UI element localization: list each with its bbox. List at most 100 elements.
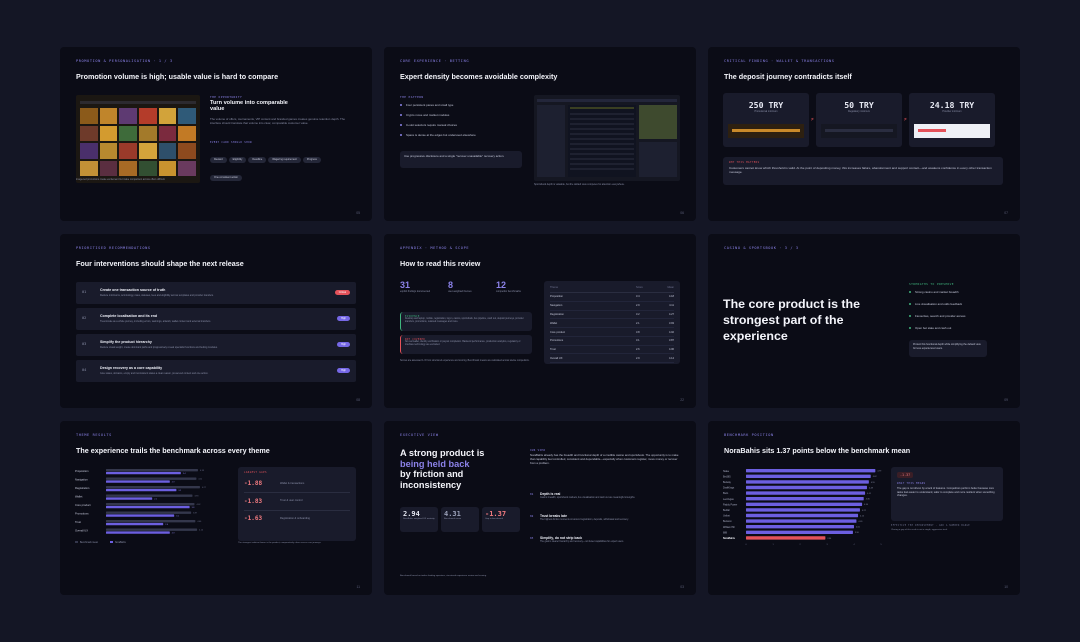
slide-core-product[interactable]: CASINO & SPORTSBOOK · 3 / 3 The core pro… bbox=[708, 234, 1020, 408]
norabahis-bar bbox=[106, 514, 175, 517]
bar-value-label: 4.55 bbox=[871, 482, 876, 484]
slide-title: The experience trails the benchmark acro… bbox=[76, 446, 270, 455]
slide-kicker: PROMOTION & PERSONALISATION · 1 / 3 bbox=[76, 59, 173, 63]
bar-value-label: 4.27 bbox=[202, 487, 207, 489]
competitor-bar bbox=[746, 502, 863, 506]
page-number: 03 bbox=[680, 585, 684, 589]
category-label: William Hill bbox=[723, 526, 735, 529]
amount-card: 50 TRY Regulatory minimum bbox=[816, 93, 902, 147]
strength-item: Open bet state and cash out bbox=[909, 326, 1009, 330]
amount-card: 250 TRY Promotional minimum bbox=[723, 93, 809, 147]
page-number: 22 bbox=[680, 398, 684, 402]
category-label: LeoVegas bbox=[723, 498, 734, 501]
slide-headline: A strong product is being held back by f… bbox=[400, 448, 485, 490]
axis-tick-label: 1 bbox=[772, 544, 774, 546]
slide-expert-density[interactable]: CORE EXPERIENCE · BETTING Expert density… bbox=[384, 47, 696, 221]
point-title: Depth is real bbox=[540, 492, 561, 496]
table-cell: 4.11 bbox=[669, 304, 674, 308]
not-covered-box: NOT COVERED No real wallet, identity ver… bbox=[400, 335, 532, 354]
bar-value-label: 4.09 bbox=[858, 521, 863, 523]
legend-label: NoraBahis bbox=[115, 541, 127, 544]
page-number: 09 bbox=[1004, 398, 1008, 402]
recommendation-card[interactable]: 01 Create one transaction source of truth… bbox=[76, 282, 356, 304]
table-header: Theme Score Mean bbox=[550, 286, 674, 293]
pill: Wagering requirement bbox=[268, 156, 301, 163]
benchmark-bar bbox=[106, 477, 197, 480]
table-cell: Core product bbox=[550, 330, 565, 334]
slide-title: Four interventions should shape the next… bbox=[76, 259, 244, 268]
slide-deposit-journey[interactable]: CRITICAL FINDING · WALLET & TRANSACTIONS… bbox=[708, 47, 1020, 221]
recommendation-card[interactable]: 04 Design recovery as a core capability Gi… bbox=[76, 360, 356, 382]
priority-tag: Critical bbox=[334, 290, 350, 295]
category-label: Trust bbox=[75, 520, 81, 524]
screenshot-caption: Sportsbook depth is valuable, but the de… bbox=[534, 183, 625, 186]
category-label: Stake bbox=[723, 470, 730, 473]
table-row: Wallet 2.1 3.93 bbox=[550, 319, 674, 329]
bar-value-label: 4.06 bbox=[197, 521, 202, 523]
recommendation-number: 01 bbox=[82, 290, 87, 294]
category-label: Proposition bbox=[75, 469, 89, 473]
table-cell: Overall UX bbox=[550, 356, 563, 360]
competitor-bar bbox=[746, 525, 854, 529]
slide-kicker: EXECUTIVE VIEW bbox=[400, 433, 439, 437]
bar-value-label: 4.48 bbox=[869, 487, 874, 489]
norabahis-bar bbox=[106, 480, 170, 483]
table-cell: 4.06 bbox=[668, 348, 674, 352]
table-cell: Proposition bbox=[550, 295, 563, 299]
table-cell: 3.2 bbox=[636, 312, 640, 316]
slide-benchmark-position[interactable]: BENCHMARK POSITION NoraBahis sits 1.37 p… bbox=[708, 421, 1020, 595]
point-desc: Casino breadth, sportsbook markets, live… bbox=[540, 497, 636, 499]
bar-value-label: 4.22 bbox=[862, 510, 867, 512]
benchmark-bar bbox=[106, 528, 198, 531]
competitor-bar bbox=[746, 519, 857, 523]
table-cell: 4.02 bbox=[668, 330, 674, 334]
bar-value-label: 3.8 bbox=[192, 507, 196, 509]
benchmark-bar bbox=[106, 511, 192, 514]
recommendation-title: Design recovery as a core capability bbox=[100, 366, 163, 370]
footnote: Scores are assessed 1–5 from structured … bbox=[400, 360, 530, 362]
bar-value-label: 4.14 bbox=[199, 530, 204, 532]
axis-tick-label: 3 bbox=[826, 544, 828, 546]
category-label: NoraBahis bbox=[723, 537, 736, 540]
slide-method-scope[interactable]: APPENDIX · METHOD & SCOPE How to read th… bbox=[384, 234, 696, 408]
bar-value-label: 3.1 bbox=[176, 516, 180, 518]
amount-label: Provider minimum bbox=[942, 110, 962, 113]
table-row: Promotions 3.1 3.87 bbox=[550, 337, 674, 346]
table-cell: Registration bbox=[550, 312, 564, 316]
slide-executive-view[interactable]: EXECUTIVE VIEW A strong product is being… bbox=[384, 421, 696, 595]
amount-label: Promotional minimum bbox=[754, 110, 778, 113]
benchmark-bar bbox=[106, 494, 193, 497]
slide-theme-results[interactable]: THEME RESULTS The experience trails the … bbox=[60, 421, 372, 595]
recommendation-card[interactable]: 03 Simplify the product hierarchy Reduce v… bbox=[76, 334, 356, 356]
recommendation-title: Simplify the product hierarchy bbox=[100, 340, 152, 344]
category-label: Betsson bbox=[723, 520, 732, 523]
norabahis-bar bbox=[106, 488, 177, 492]
recommendation-title: Create one transaction source of truth bbox=[100, 288, 166, 292]
page-number: 05 bbox=[356, 211, 360, 215]
insight-body: The volume of offers, tournaments, VIP c… bbox=[210, 117, 345, 126]
bar-value-label: 4.00 bbox=[856, 527, 861, 529]
pill-list: Reward Eligibility Deadline Wagering requir… bbox=[210, 147, 355, 183]
pattern-item: Space is dense at the edges but underuse… bbox=[400, 133, 525, 137]
norabahis-bar bbox=[746, 536, 826, 540]
slide-kicker: PRIORITISED RECOMMENDATIONS bbox=[76, 246, 151, 250]
insight-label: THE OPPORTUNITY bbox=[210, 95, 243, 99]
recommendation-card[interactable]: 02 Complete localisation and its end Treat… bbox=[76, 308, 356, 330]
mismatch-icon: ≠ bbox=[811, 117, 814, 123]
table-cell: 3.93 bbox=[668, 321, 674, 325]
recommendation-desc: Reduce visual weight, create dominant pa… bbox=[100, 346, 218, 349]
slide-kicker: CRITICAL FINDING · WALLET & TRANSACTIONS bbox=[724, 59, 835, 63]
pill: One consistent action bbox=[210, 174, 243, 181]
gap-row: -1.83 Trust & user control bbox=[244, 497, 303, 505]
gap-row: -1.63 Registration & onboarding bbox=[244, 515, 310, 522]
legend-swatch bbox=[110, 541, 113, 543]
category-label: Navigation bbox=[75, 478, 88, 482]
strengths-list: Strong casino and market breadth Live vi… bbox=[909, 290, 1009, 338]
page-number: 08 bbox=[356, 398, 360, 402]
slide-recommendations[interactable]: PRIORITISED RECOMMENDATIONS Four interve… bbox=[60, 234, 372, 408]
slide-promotions[interactable]: PROMOTION & PERSONALISATION · 1 / 3 Prom… bbox=[60, 47, 372, 221]
bar-value-label: 4.18 bbox=[200, 470, 205, 472]
norabahis-bar bbox=[106, 531, 170, 534]
norabahis-bar bbox=[106, 505, 190, 509]
